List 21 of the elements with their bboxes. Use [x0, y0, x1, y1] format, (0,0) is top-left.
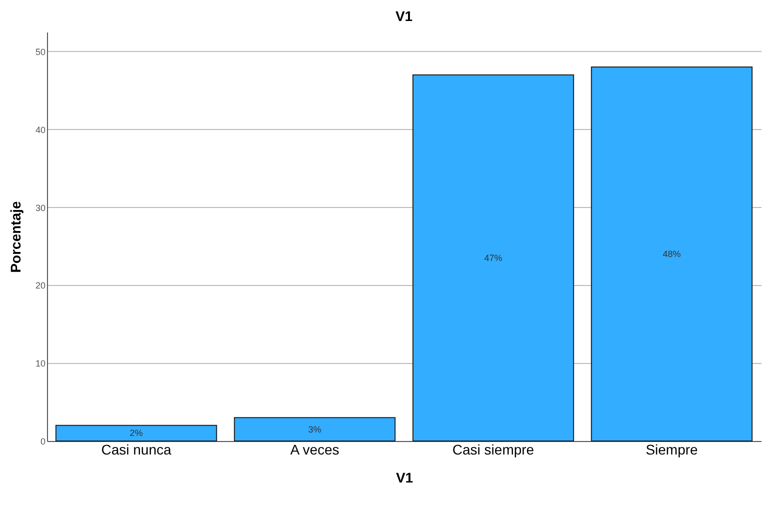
y-axis-title: Porcentaje [7, 200, 24, 273]
data-label: 48% [662, 249, 681, 260]
y-tick-label: 20 [35, 280, 46, 291]
y-tick-label: 10 [35, 358, 46, 369]
bar [590, 66, 753, 442]
data-label: 47% [484, 252, 502, 263]
x-axis-title: V1 [396, 470, 414, 486]
y-tick-label: 30 [35, 202, 46, 213]
x-tick-label: Casi nunca [101, 442, 172, 458]
data-label: 2% [130, 428, 143, 438]
y-tick-label: 0 [40, 436, 46, 446]
x-tick-label: A veces [290, 442, 340, 458]
data-label: 3% [308, 424, 322, 434]
y-tick-label: 50 [35, 46, 46, 57]
bar [412, 74, 574, 442]
chart-title: V1 [395, 8, 413, 24]
bar [234, 417, 396, 442]
y-tick-label: 40 [35, 124, 46, 135]
x-tick-label: Siempre [646, 442, 698, 458]
x-tick-label: Casi siempre [452, 442, 534, 458]
bar [55, 424, 218, 442]
